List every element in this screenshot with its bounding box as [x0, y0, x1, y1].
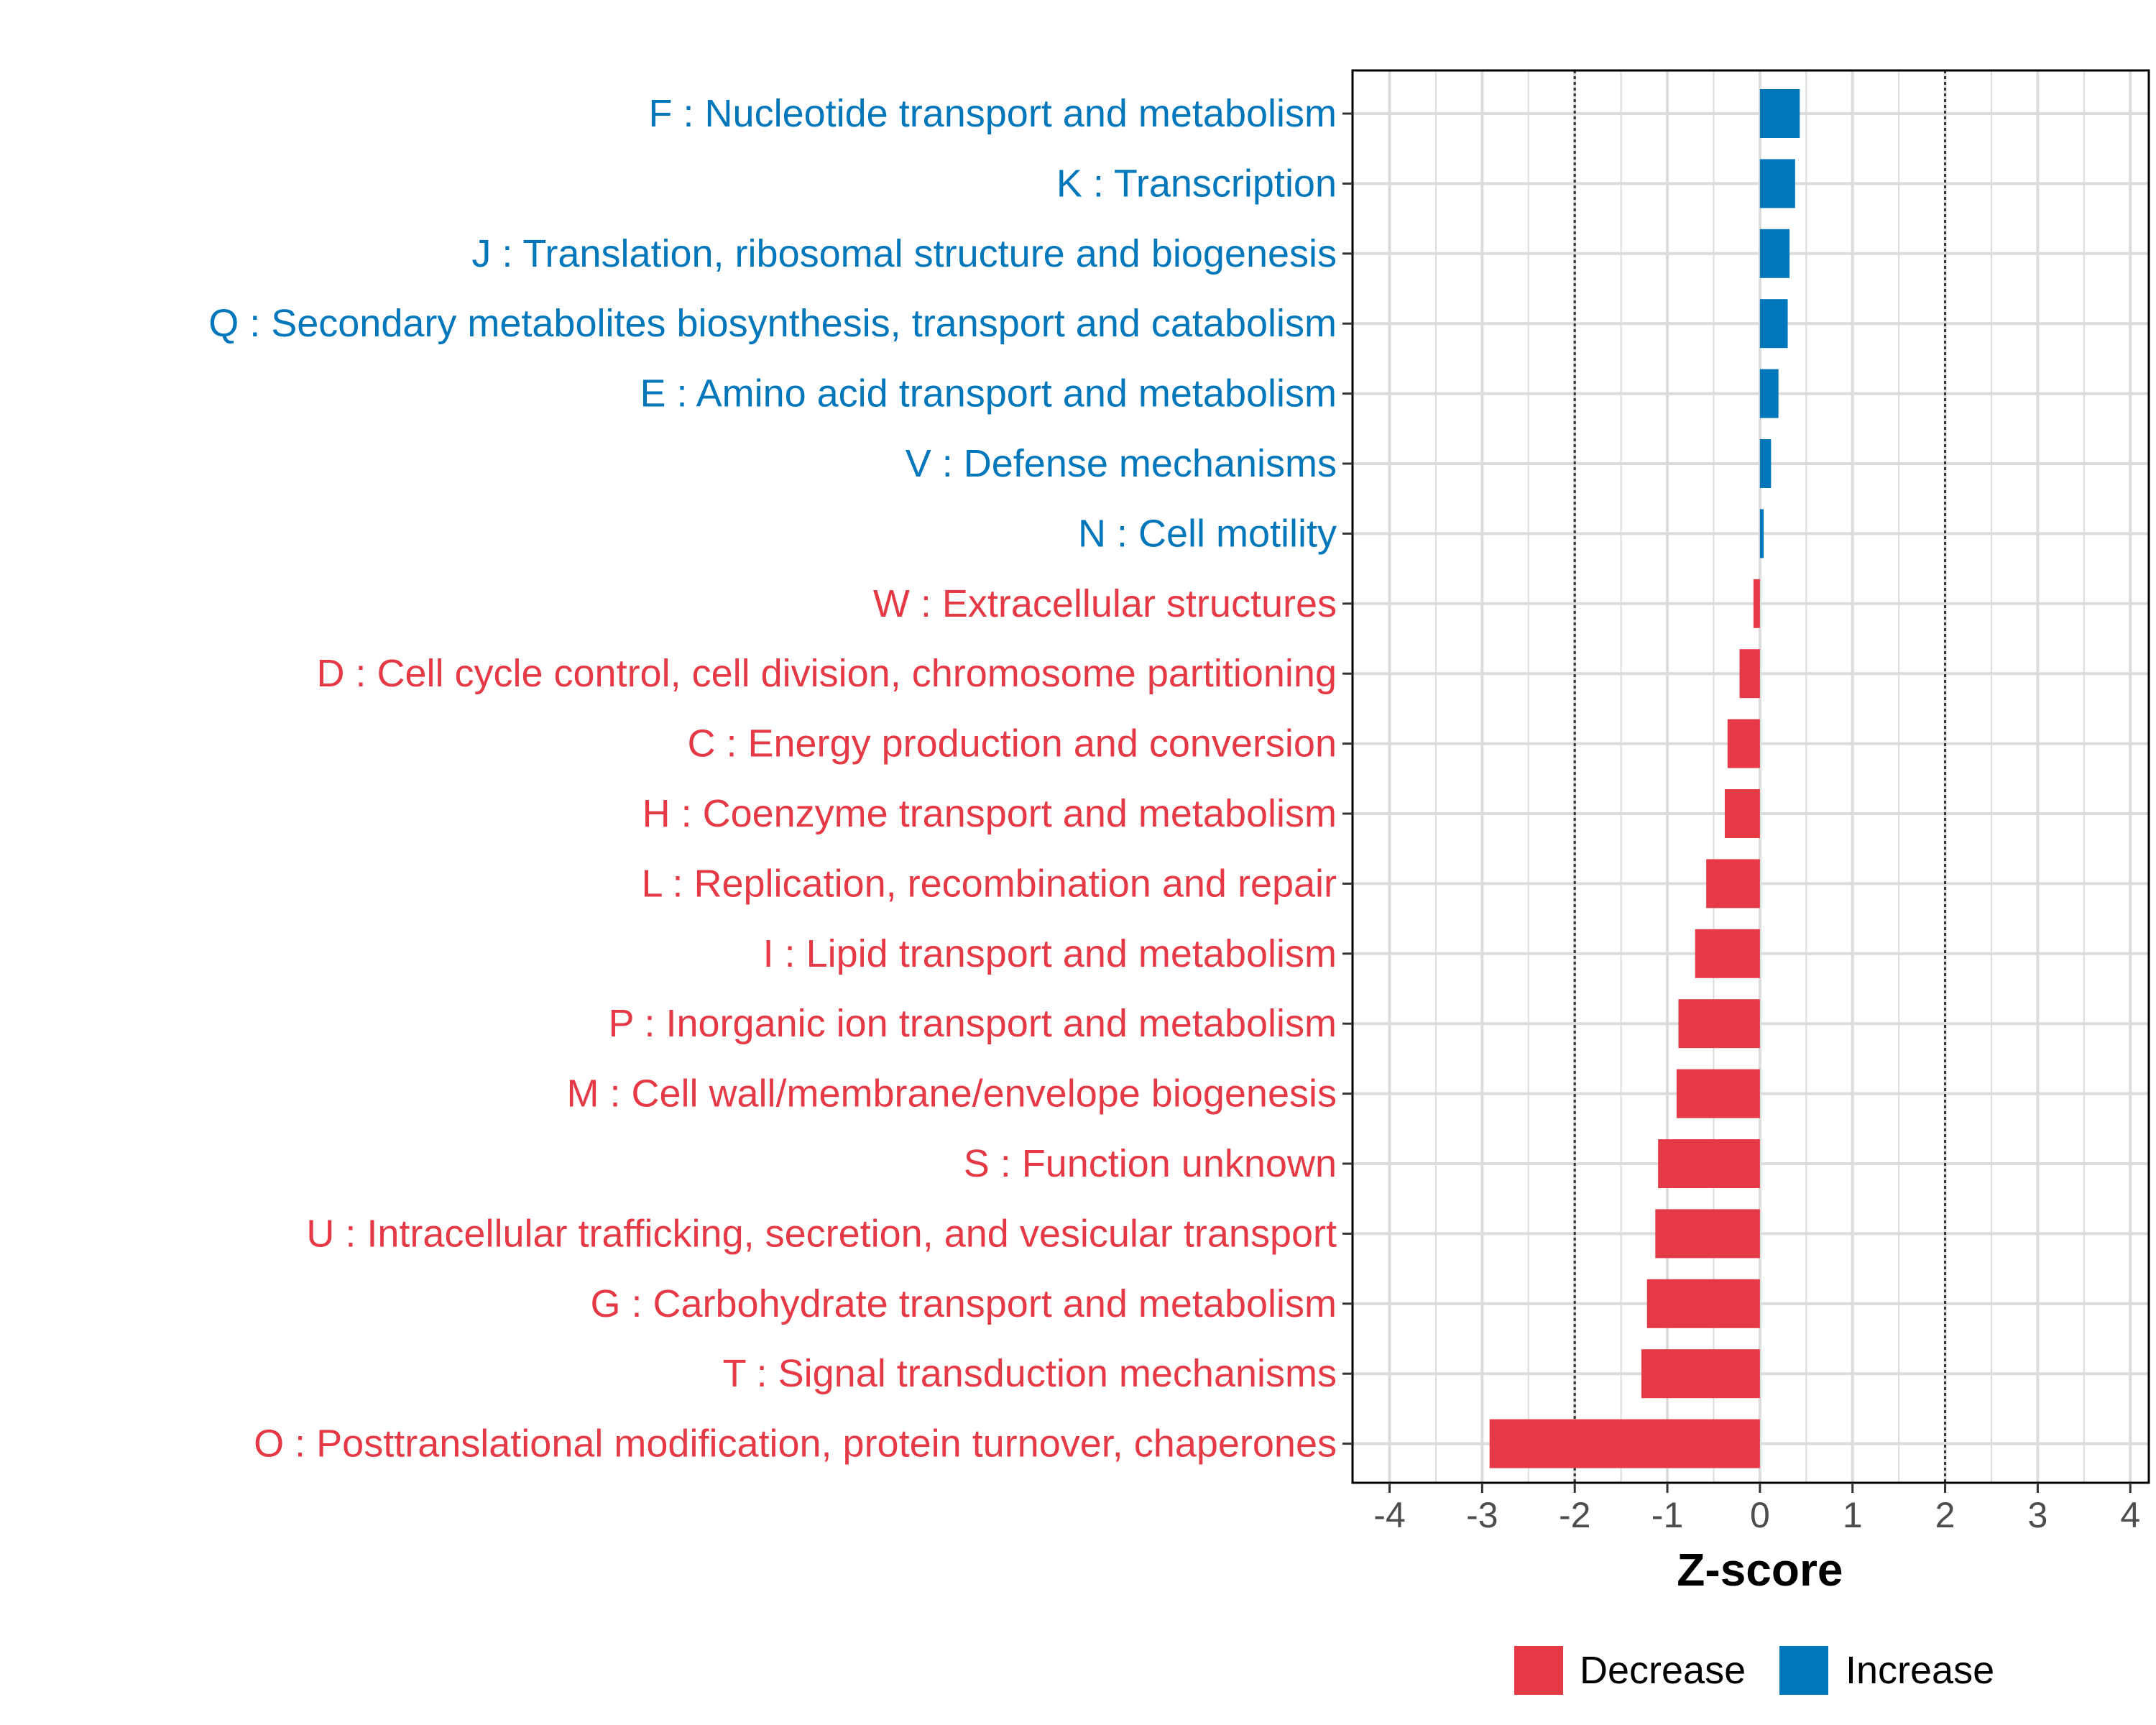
bar — [1753, 579, 1760, 628]
legend-label: Increase — [1846, 1649, 1994, 1692]
bar — [1658, 1139, 1760, 1188]
category-label: M : Cell wall/membrane/envelope biogenes… — [566, 1072, 1337, 1116]
bar — [1678, 999, 1760, 1049]
axis-ticks — [1342, 112, 2132, 1493]
legend-label: Decrease — [1580, 1649, 1746, 1692]
category-label: P : Inorganic ion transport and metaboli… — [608, 1002, 1337, 1045]
bar — [1739, 649, 1760, 699]
legend: Decrease Increase — [1514, 1646, 1994, 1695]
category-label: J : Translation, ribosomal structure and… — [471, 232, 1337, 275]
x-tick-label: -4 — [1373, 1495, 1405, 1535]
bar — [1759, 369, 1779, 418]
category-label: T : Signal transduction mechanisms — [723, 1352, 1337, 1395]
category-label: V : Defense mechanisms — [906, 442, 1337, 485]
bar — [1727, 719, 1760, 768]
bar — [1759, 89, 1800, 138]
category-label: N : Cell motility — [1078, 512, 1337, 555]
bars — [1489, 89, 1800, 1468]
x-tick-label: 3 — [2027, 1495, 2047, 1535]
category-label: U : Intracellular trafficking, secretion… — [306, 1212, 1337, 1255]
bar — [1676, 1069, 1760, 1118]
plot-panel-border — [1351, 69, 2150, 1484]
category-label: K : Transcription — [1056, 162, 1337, 205]
category-labels: F : Nucleotide transport and metabolism K… — [208, 92, 1337, 1466]
x-tick-label: -1 — [1651, 1495, 1683, 1535]
bar — [1759, 509, 1764, 558]
category-label: O : Posttranslational modification, prot… — [254, 1422, 1337, 1466]
x-tick-label: 2 — [1935, 1495, 1955, 1535]
legend-swatch — [1779, 1646, 1828, 1695]
bar — [1695, 929, 1760, 978]
category-label: D : Cell cycle control, cell division, c… — [316, 652, 1337, 695]
x-tick-label: 0 — [1750, 1495, 1770, 1535]
category-label: G : Carbohydrate transport and metabolis… — [591, 1282, 1337, 1325]
x-tick-labels: -4 -3 -2 -1 0 1 2 3 4 — [1373, 1495, 2140, 1535]
bar — [1759, 159, 1795, 208]
x-tick-label: 4 — [2120, 1495, 2140, 1535]
x-tick-label: -3 — [1466, 1495, 1498, 1535]
bar — [1759, 439, 1772, 488]
bar — [1759, 299, 1788, 349]
category-label: W : Extracellular structures — [873, 582, 1337, 625]
bar — [1724, 789, 1760, 838]
x-axis-title: Z-score — [1677, 1544, 1843, 1596]
category-label: H : Coenzyme transport and metabolism — [642, 792, 1337, 835]
bar — [1489, 1419, 1760, 1468]
x-tick-label: 1 — [1843, 1495, 1863, 1535]
category-label: F : Nucleotide transport and metabolism — [649, 92, 1337, 135]
category-label: I : Lipid transport and metabolism — [763, 932, 1337, 975]
category-label: E : Amino acid transport and metabolism — [640, 372, 1337, 415]
bar — [1759, 229, 1790, 278]
category-label: C : Energy production and conversion — [687, 722, 1337, 765]
category-label: S : Function unknown — [964, 1142, 1337, 1185]
x-tick-label: -2 — [1559, 1495, 1590, 1535]
category-label: L : Replication, recombination and repai… — [641, 862, 1337, 905]
bar — [1655, 1209, 1760, 1259]
legend-swatch — [1514, 1646, 1563, 1695]
category-label: Q : Secondary metabolites biosynthesis, … — [208, 302, 1337, 345]
bar — [1641, 1349, 1760, 1399]
bar — [1646, 1279, 1760, 1328]
bar — [1706, 859, 1760, 908]
